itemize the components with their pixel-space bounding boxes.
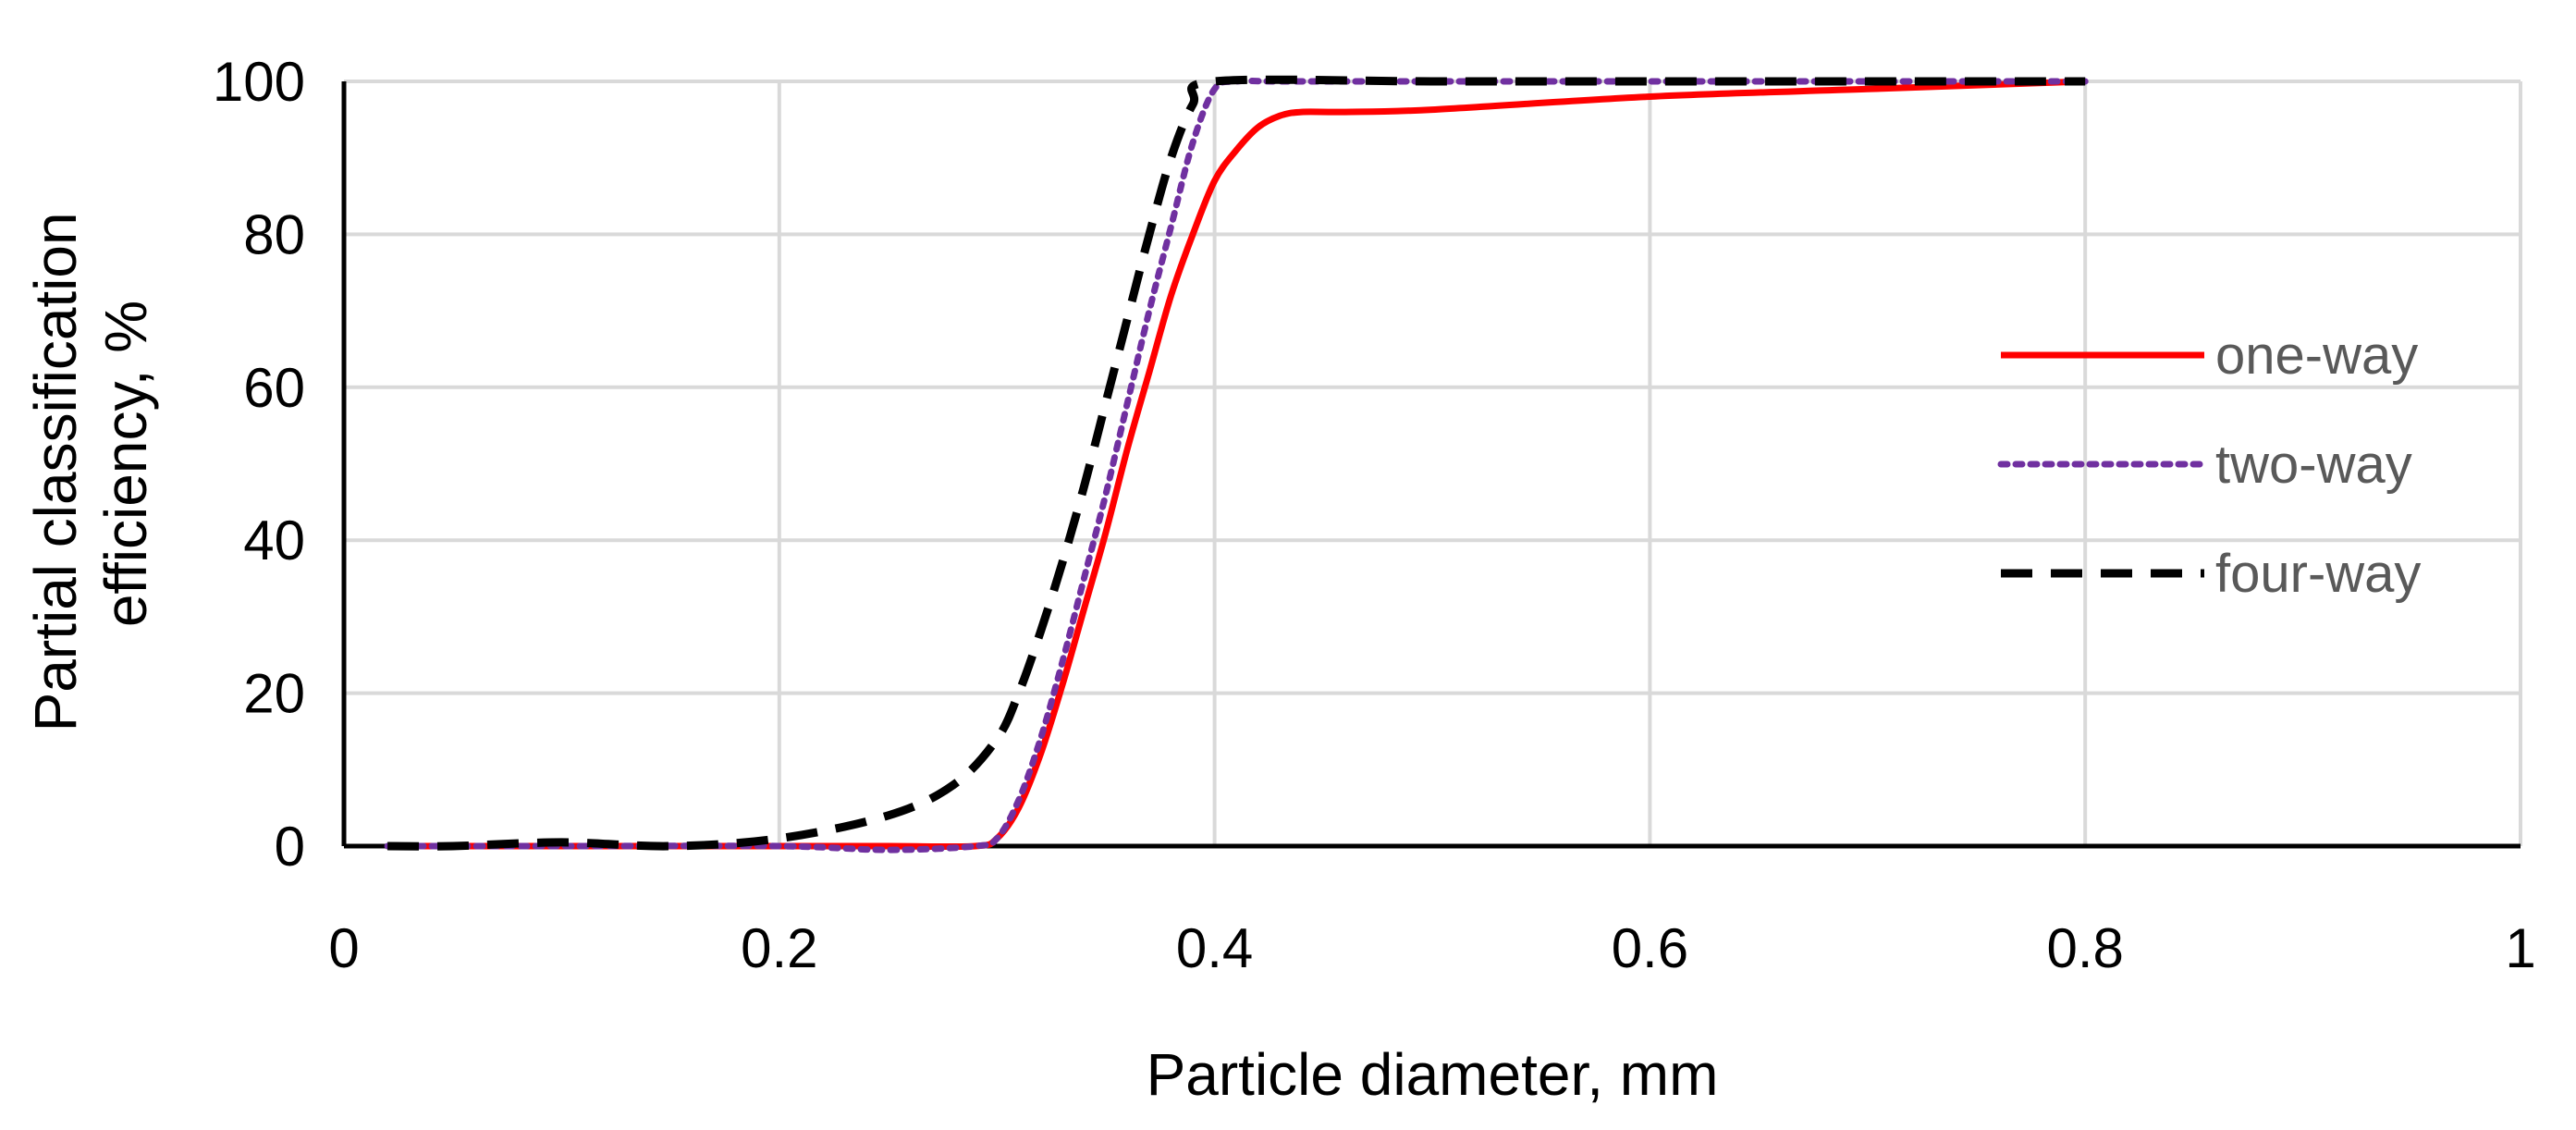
y-tick-label-3: 60 <box>243 357 305 419</box>
y-tick-label-1: 20 <box>243 663 305 725</box>
y-axis-title-line-2: efficiency, % <box>92 301 159 627</box>
y-tick-label-4: 80 <box>243 203 305 265</box>
legend: one-way two-way four-way <box>1997 325 2421 604</box>
legend-label-one-way: one-way <box>2215 325 2418 386</box>
y-tick-label-0: 0 <box>275 816 305 878</box>
x-tick-label-5: 1 <box>2505 917 2535 979</box>
x-tick-label-4: 0.8 <box>2046 917 2123 979</box>
series-line-one-way <box>387 78 2086 851</box>
x-axis-title: Particle diameter, mm <box>1147 1041 1719 1108</box>
x-tick-label-3: 0.6 <box>1612 917 1688 979</box>
x-tick-label-2: 0.4 <box>1176 917 1253 979</box>
x-tick-labels: 0 0.2 0.4 0.6 0.8 1 <box>328 917 2535 979</box>
series-line-four-way <box>387 75 2086 851</box>
grid-vertical <box>777 81 2522 846</box>
y-axis-title-line-1: Partial classification <box>22 212 89 731</box>
series-layer <box>384 75 2089 854</box>
legend-label-four-way: four-way <box>2215 544 2421 604</box>
y-tick-label-2: 40 <box>243 510 305 571</box>
legend-label-two-way: two-way <box>2215 435 2412 495</box>
y-tick-label-5: 100 <box>213 51 305 113</box>
series-line-two-way <box>384 77 2089 854</box>
y-tick-labels: 0 20 40 60 80 100 <box>213 51 305 878</box>
grid-horizontal <box>344 80 2521 695</box>
y-axis-title: Partial classification efficiency, % <box>22 196 159 732</box>
x-tick-label-0: 0 <box>328 917 359 979</box>
x-tick-label-1: 0.2 <box>741 917 817 979</box>
